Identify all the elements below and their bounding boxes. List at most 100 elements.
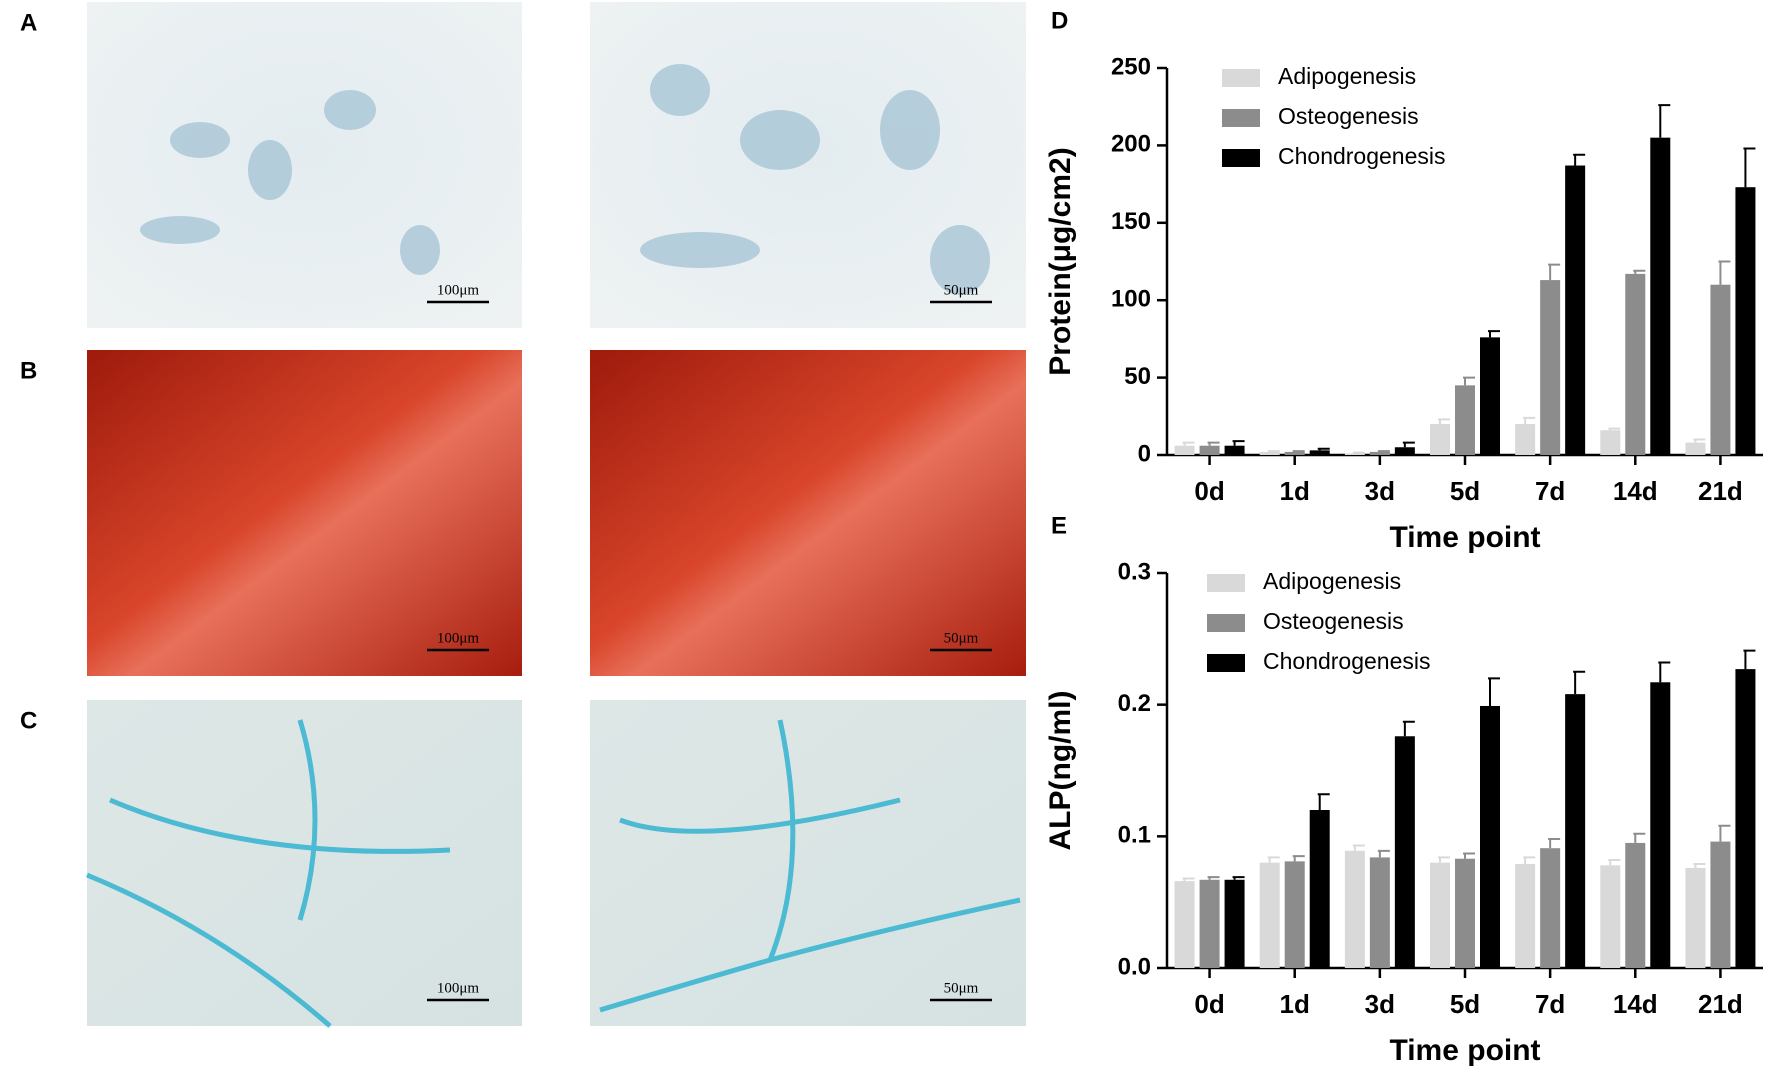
error-bar [1718, 260, 1731, 285]
error-bar [1292, 855, 1305, 862]
x-tick-label: 3d [1365, 989, 1395, 1019]
error-bar [1182, 441, 1195, 446]
x-tick-label: 7d [1535, 989, 1565, 1019]
image-c-left [87, 700, 522, 1026]
legend-label: Osteogenesis [1278, 103, 1419, 129]
bar [1540, 280, 1561, 455]
bar [1685, 867, 1706, 968]
legend-swatch [1207, 614, 1245, 632]
error-bar [1523, 856, 1536, 864]
error-bar [1633, 269, 1646, 274]
bar [1369, 451, 1390, 455]
error-bar [1718, 824, 1731, 842]
panel-label: C [20, 707, 37, 734]
bar [1685, 442, 1706, 455]
error-bar [1352, 451, 1365, 454]
panel-label: E [1051, 512, 1067, 539]
bar [1540, 848, 1561, 968]
bar [1455, 858, 1475, 968]
error-bar [1232, 876, 1245, 880]
error-bar [1488, 677, 1500, 706]
error-bar [1488, 330, 1500, 338]
image-c-right [590, 700, 1026, 1026]
bar [1394, 447, 1415, 455]
x-axis-title: Time point [1389, 521, 1540, 554]
fibers [86, 719, 1021, 1028]
bar [1710, 841, 1731, 968]
x-tick-label: 21d [1698, 989, 1743, 1019]
legend-label: Adipogenesis [1263, 568, 1401, 594]
bar [1735, 669, 1756, 968]
y-axis-title: ALP(ng/ml) [1044, 691, 1077, 851]
error-bar [1352, 844, 1365, 851]
error-bar [1573, 670, 1586, 695]
bar [1650, 137, 1671, 455]
legend-label: Chondrogenesis [1263, 648, 1431, 674]
x-axis-title: Time point [1389, 1034, 1540, 1067]
x-tick-label: 14d [1613, 476, 1658, 506]
bar [1309, 450, 1330, 455]
error-bar [1608, 427, 1621, 431]
bar [1224, 879, 1245, 968]
error-bar [1548, 263, 1561, 281]
x-tick-label: 7d [1535, 476, 1565, 506]
bar [1284, 861, 1305, 968]
bar [1710, 284, 1731, 455]
error-bar [1267, 856, 1280, 863]
scale-bar-label: 100μm [437, 282, 480, 298]
image-b-left [87, 350, 522, 676]
scale-bar-label: 50μm [944, 282, 979, 298]
error-bar [1438, 856, 1450, 863]
y-tick-label: 150 [1111, 208, 1151, 235]
error-bar [1438, 418, 1450, 425]
x-tick-label: 14d [1613, 989, 1658, 1019]
y-tick-label: 250 [1111, 53, 1151, 80]
legend-swatch [1222, 109, 1260, 127]
x-tick-label: 1d [1280, 989, 1310, 1019]
error-bar [1402, 720, 1415, 737]
error-bar [1207, 876, 1220, 880]
bar [1600, 865, 1621, 968]
bar [1344, 850, 1365, 968]
bar [1625, 273, 1646, 455]
y-tick-label: 100 [1111, 286, 1151, 313]
y-tick-label: 0 [1138, 440, 1151, 467]
bar [1174, 445, 1195, 455]
scale-bar-label: 50μm [944, 980, 979, 996]
bar [1735, 187, 1756, 456]
bar [1259, 451, 1280, 455]
bar [1309, 810, 1330, 968]
image-a-left [87, 2, 522, 328]
x-tick-label: 3d [1365, 476, 1395, 506]
y-axis-title: Protein(μg/cm2) [1044, 147, 1077, 375]
bar [1515, 863, 1536, 968]
bar [1480, 705, 1500, 968]
x-tick-label: 5d [1450, 476, 1480, 506]
error-bar [1693, 438, 1706, 443]
y-tick-label: 0.1 [1118, 822, 1151, 849]
bar [1369, 857, 1390, 968]
error-bar [1182, 877, 1195, 882]
y-tick-label: 0.0 [1118, 953, 1151, 980]
legend-swatch [1222, 149, 1260, 167]
bar [1199, 445, 1220, 455]
error-bar [1658, 104, 1671, 138]
error-bar [1267, 450, 1280, 453]
image-b-right [590, 350, 1026, 676]
y-tick-label: 0.2 [1118, 690, 1151, 717]
bar [1565, 165, 1586, 456]
error-bar [1573, 153, 1586, 166]
error-bar [1292, 450, 1305, 453]
error-bar [1377, 849, 1390, 858]
error-bar [1523, 416, 1536, 425]
error-bar [1693, 862, 1706, 868]
legend-swatch [1207, 654, 1245, 672]
error-bar [1463, 852, 1475, 859]
bar [1480, 337, 1500, 455]
y-tick-label: 200 [1111, 131, 1151, 158]
legend-label: Chondrogenesis [1278, 143, 1446, 169]
error-bar [1548, 837, 1561, 849]
bar [1284, 451, 1305, 455]
error-bar [1743, 649, 1756, 670]
x-tick-label: 0d [1194, 476, 1224, 506]
